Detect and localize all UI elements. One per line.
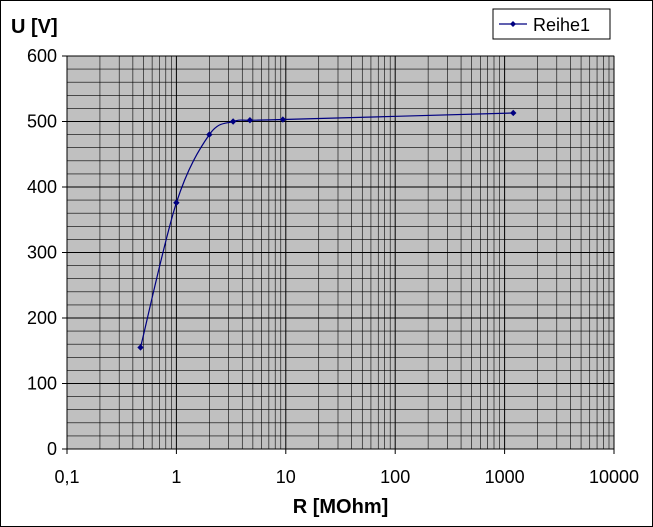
data-point	[206, 131, 213, 138]
data-point	[173, 199, 180, 206]
x-tick-label: 10000	[589, 467, 639, 487]
x-tick-label: 1	[171, 467, 181, 487]
data-point	[246, 116, 254, 124]
y-tick-label: 0	[47, 439, 57, 459]
y-tick-labels: 0 100 200 300 400 500 600	[27, 46, 67, 459]
y-tick-label: 400	[27, 177, 57, 197]
y-tick-label: 200	[27, 308, 57, 328]
legend: Reihe1	[492, 8, 611, 40]
x-tick-label: 10	[276, 467, 296, 487]
data-point	[137, 344, 144, 351]
x-axis-title: R [MOhm]	[293, 496, 389, 518]
y-tick-label: 100	[27, 374, 57, 394]
x-tick-label: 0,1	[54, 467, 79, 487]
y-tick-label: 500	[27, 112, 57, 132]
data-point	[229, 118, 237, 125]
y-axis-title: U [V]	[11, 16, 58, 38]
x-tick-labels: 0,1 1 10 100 1000 10000	[54, 449, 639, 487]
series-layer	[137, 109, 517, 351]
data-point	[279, 116, 287, 123]
x-tick-label: 1000	[485, 467, 525, 487]
data-point	[510, 109, 517, 117]
legend-label: Reihe1	[533, 15, 590, 35]
y-tick-label: 600	[27, 46, 57, 66]
x-tick-label: 100	[380, 467, 410, 487]
y-tick-label: 300	[27, 243, 57, 263]
legend-swatch-marker	[510, 21, 516, 27]
grid	[66, 55, 615, 450]
